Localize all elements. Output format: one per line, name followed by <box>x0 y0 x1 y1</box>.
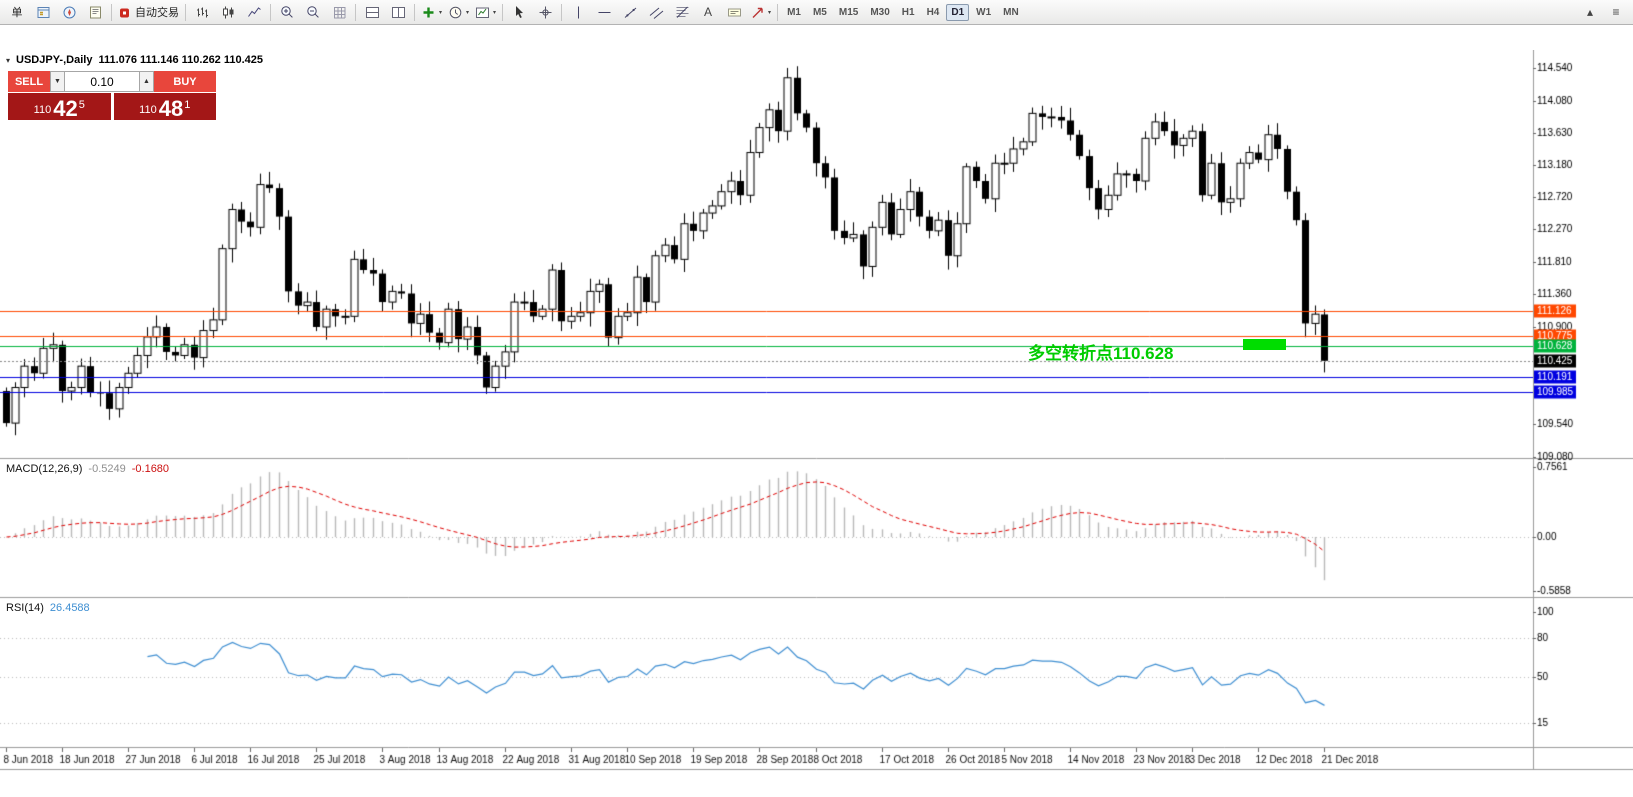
volume-input[interactable] <box>65 71 139 92</box>
toolbar-timeframes: M1 M5 M15 M30 H1 H4 D1 W1 MN <box>774 3 1025 21</box>
timeframe-h4[interactable]: H4 <box>926 6 940 18</box>
autotrading-button[interactable]: 自动交易 <box>115 1 182 23</box>
one-click-trading-panel: SELL ▼ ▲ BUY 110 42 5 110 48 1 <box>8 71 216 120</box>
channel-button[interactable] <box>643 1 669 23</box>
cursor-button[interactable] <box>506 1 532 23</box>
timeframe-d1[interactable]: D1 <box>946 3 970 21</box>
toolbar-separator <box>561 3 563 21</box>
text-label-button[interactable] <box>721 1 747 23</box>
volume-down-button[interactable]: ▼ <box>50 71 65 92</box>
new-order-button[interactable]: 单 <box>11 7 23 19</box>
trendline-button[interactable] <box>617 1 643 23</box>
navigator-icon[interactable] <box>56 1 82 23</box>
grid-icon[interactable] <box>326 1 352 23</box>
chart-window: ▾ USDJPY-,Daily 111.076 111.146 110.262 … <box>0 25 1633 797</box>
indicators-button[interactable]: ▾ <box>418 1 445 23</box>
macd-main-value: -0.5249 <box>88 463 126 475</box>
horizontal-line-button[interactable] <box>591 1 617 23</box>
pivot-rectangle[interactable] <box>1243 339 1286 350</box>
toolbar-separator <box>502 3 504 21</box>
sell-price-big: 42 <box>53 96 78 121</box>
toolbar-scroll-up-icon[interactable]: ▴ <box>1586 5 1594 19</box>
sell-button[interactable]: SELL <box>8 71 50 92</box>
rsi-label: RSI(14) 26.4588 <box>6 602 90 614</box>
volume-up-button[interactable]: ▲ <box>139 71 154 92</box>
chart-title: ▾ USDJPY-,Daily 111.076 111.146 110.262 … <box>6 54 263 66</box>
timeframe-w1[interactable]: W1 <box>976 6 992 18</box>
toolbar-separator <box>355 3 356 21</box>
timeframe-mn[interactable]: MN <box>1003 6 1019 18</box>
sell-price-button[interactable]: 110 42 5 <box>8 93 111 120</box>
buy-price-sup: 1 <box>184 99 191 111</box>
macd-name: MACD(12,26,9) <box>6 463 83 475</box>
tile-windows-icon[interactable] <box>359 1 385 23</box>
toolbar: 单自动交易 ▾ ▾ ▾ A ▾ M1 M5 M15 M30 H1 H4 D1 W1 MN ▴ ≡ <box>0 0 1633 25</box>
toolbar-more-icon[interactable]: ≡ <box>1612 5 1620 19</box>
text-button[interactable]: A <box>704 5 713 19</box>
sell-price-prefix: 110 <box>33 104 52 116</box>
candlestick-chart-icon[interactable] <box>215 1 241 23</box>
chart-canvas[interactable] <box>0 50 1633 797</box>
data-window-icon[interactable] <box>82 1 108 23</box>
vertical-line-button[interactable] <box>565 1 591 23</box>
toolbar-separator <box>414 3 415 21</box>
rsi-value: 26.4588 <box>49 602 90 614</box>
buy-price-button[interactable]: 110 48 1 <box>113 93 216 121</box>
timeframe-m15[interactable]: M15 <box>838 6 859 18</box>
chart-ohlc-values: 111.076 111.146 110.262 110.425 <box>98 54 264 66</box>
chart-symbol-period: USDJPY-,Daily <box>16 54 93 66</box>
timeframe-m1[interactable]: M1 <box>787 6 801 18</box>
rsi-name: RSI(14) <box>6 602 44 614</box>
buy-button[interactable]: BUY <box>154 71 216 92</box>
templates-button[interactable]: ▾ <box>472 1 499 23</box>
periods-button[interactable]: ▾ <box>445 1 472 23</box>
buy-price-prefix: 110 <box>139 104 157 116</box>
pivot-annotation-text[interactable]: 多空转折点110.628 <box>1028 344 1174 363</box>
bar-chart-icon[interactable] <box>189 1 215 23</box>
line-chart-icon[interactable] <box>241 1 267 23</box>
toolbar-separator <box>270 3 271 21</box>
crosshair-button[interactable] <box>532 1 558 23</box>
fibonacci-button[interactable] <box>669 1 695 23</box>
zoom-out-icon[interactable] <box>300 1 326 23</box>
toolbar-separator <box>777 3 779 21</box>
timeframe-m30[interactable]: M30 <box>870 6 890 18</box>
zoom-in-icon[interactable] <box>274 1 300 23</box>
timeframe-h1[interactable]: H1 <box>901 6 915 18</box>
toolbar-separator <box>185 3 186 21</box>
toolbar-right: ▴ ≡ <box>1577 1 1629 23</box>
buy-price-big: 48 <box>158 96 184 121</box>
toolbar-left: 单自动交易 ▾ ▾ ▾ A ▾ <box>4 1 774 23</box>
cascade-windows-icon[interactable] <box>385 1 411 23</box>
arrows-button[interactable]: ▾ <box>747 1 774 23</box>
macd-label: MACD(12,26,9) -0.5249 -0.1680 <box>6 463 169 475</box>
toolbar-separator <box>111 3 112 21</box>
sell-price-sup: 5 <box>78 99 85 111</box>
timeframe-m5[interactable]: M5 <box>812 6 827 18</box>
macd-signal-value: -0.1680 <box>131 463 170 475</box>
oneclick-collapse-icon[interactable]: ▾ <box>6 55 11 65</box>
market-watch-icon[interactable] <box>30 1 56 23</box>
